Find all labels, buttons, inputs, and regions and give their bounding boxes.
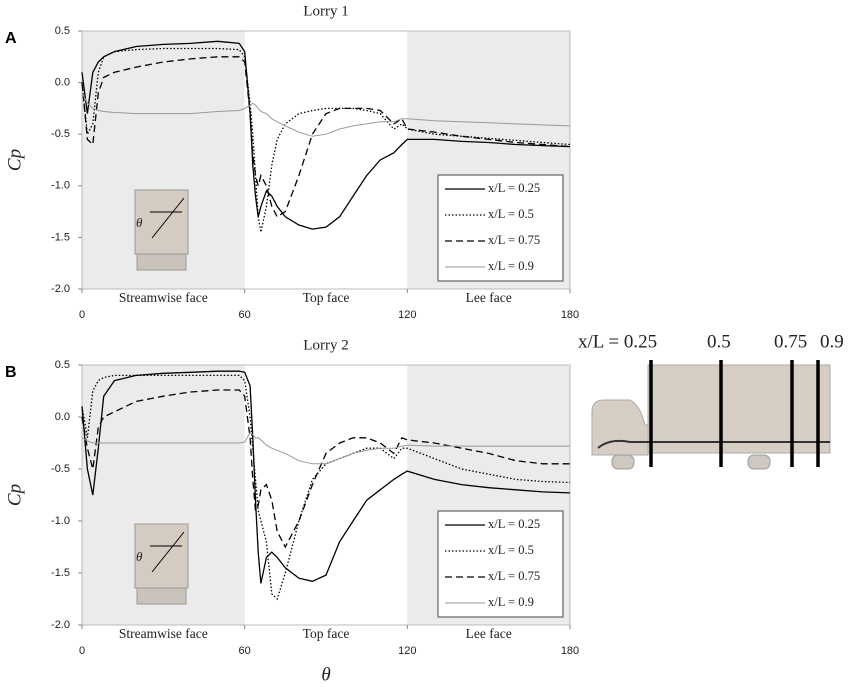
- legend-label: x/L = 0.75: [488, 233, 540, 247]
- legend-label: x/L = 0.75: [488, 569, 540, 583]
- panel-label: A: [5, 30, 17, 47]
- face-label: Streamwise face: [119, 626, 208, 641]
- section-label: 0.75: [774, 331, 807, 352]
- y-tick-label: -1.5: [51, 567, 70, 579]
- legend-label: x/L = 0.9: [488, 259, 534, 273]
- icon-body: [134, 189, 189, 255]
- icon-symbol: θ: [136, 215, 143, 230]
- section-icon: θ: [134, 189, 189, 271]
- series-line: [81, 40, 571, 230]
- section-icon: θ: [134, 523, 189, 605]
- legend-box: [437, 174, 564, 282]
- face-label: Streamwise face: [119, 290, 208, 305]
- x-tick-label: 180: [561, 645, 579, 657]
- series-line: [81, 370, 571, 584]
- wheel: [747, 454, 771, 470]
- lorry-body: [647, 364, 831, 454]
- series-line: [81, 374, 571, 601]
- icon-line: [151, 197, 185, 239]
- y-tick-label: -1.5: [51, 231, 70, 243]
- x-tick-label: 60: [239, 309, 251, 321]
- y-tick-label: 0.5: [55, 25, 70, 37]
- x-tick-label: 60: [239, 645, 251, 657]
- face-label: Top face: [303, 626, 350, 641]
- series-line: [81, 56, 571, 218]
- icon-line: [151, 531, 185, 573]
- y-tick-label: -0.5: [51, 128, 70, 140]
- series-line: [81, 47, 571, 233]
- y-tick-label: -2.0: [51, 619, 70, 631]
- panel-label: B: [5, 364, 17, 381]
- y-tick-label: -2.0: [51, 283, 70, 295]
- x-tick-label: 0: [79, 309, 85, 321]
- series-line: [81, 431, 570, 465]
- legend-label: x/L = 0.25: [488, 181, 540, 195]
- chart-title: Lorry 1: [303, 3, 348, 19]
- x-tick-label: 120: [398, 645, 416, 657]
- y-tick-label: 0.0: [55, 77, 70, 89]
- legend-label: x/L = 0.25: [488, 517, 540, 531]
- plot-frame: [81, 30, 571, 290]
- icon-symbol: θ: [136, 549, 143, 564]
- legend-box: [437, 510, 564, 618]
- y-tick-label: 0.0: [55, 411, 70, 423]
- chart-title: Lorry 2: [303, 337, 348, 353]
- icon-body: [134, 523, 189, 589]
- plot-frame: [81, 364, 571, 626]
- icon-wheels: [136, 587, 187, 605]
- lorry-diagram: x/L = 0.25 0.5 0.75 0.9: [578, 331, 844, 470]
- icon-wheels: [136, 253, 187, 271]
- y-axis-label: Cp: [4, 484, 25, 506]
- x-axis-label: θ: [321, 664, 330, 685]
- legend-label: x/L = 0.5: [488, 543, 534, 557]
- x-tick-label: 0: [79, 645, 85, 657]
- section-label: 0.5: [707, 331, 731, 352]
- y-tick-label: -0.5: [51, 463, 70, 475]
- x-tick-label: 120: [398, 309, 416, 321]
- lorry-sill: [597, 439, 830, 449]
- face-label: Lee face: [466, 290, 512, 305]
- legend-label: x/L = 0.9: [488, 595, 534, 609]
- y-tick-label: 0.5: [55, 359, 70, 371]
- section-label: x/L = 0.25: [578, 331, 657, 352]
- y-tick-label: -1.0: [51, 180, 70, 192]
- face-label: Lee face: [466, 626, 512, 641]
- face-label: Top face: [303, 290, 350, 305]
- x-tick-label: 180: [561, 309, 579, 321]
- series-line: [81, 92, 571, 137]
- section-label: 0.9: [820, 331, 844, 352]
- y-axis-label: Cp: [4, 149, 25, 171]
- wheel: [611, 454, 635, 470]
- y-tick-label: -1.0: [51, 515, 70, 527]
- legend-label: x/L = 0.5: [488, 207, 534, 221]
